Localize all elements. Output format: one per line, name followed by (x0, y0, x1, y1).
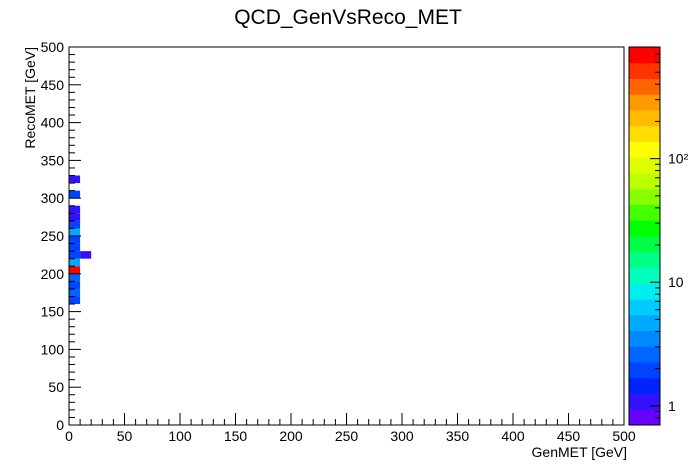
heatmap-cells (69, 175, 92, 305)
y-tick-label: 0 (56, 417, 64, 433)
z-tick-label: 1 (668, 398, 676, 414)
color-scale-band (629, 236, 660, 253)
heatmap-cell-5 (69, 258, 81, 267)
color-scale-band (629, 157, 660, 174)
color-scale-band (629, 141, 660, 158)
y-tick-label: 350 (41, 152, 65, 168)
color-scale-band (629, 173, 660, 190)
x-tick-label: 300 (390, 428, 414, 444)
color-scale-band (629, 62, 660, 79)
y-tick-label: 400 (41, 115, 65, 131)
color-scale-band (629, 330, 660, 347)
heatmap-cell-13 (69, 205, 81, 214)
z-tick-label: 10 (668, 274, 684, 290)
plot-frame (68, 46, 625, 426)
heatmap-cell-4 (69, 266, 81, 274)
heatmap-cell-15 (69, 175, 81, 184)
color-scale-band (629, 283, 660, 300)
chart-title: QCD_GenVsReco_MET (234, 6, 462, 29)
color-scale-band (629, 188, 660, 205)
heatmap-cell-12 (69, 213, 81, 221)
heatmap-cell-1 (69, 288, 81, 297)
color-scale-axis: 1 10 10² (650, 46, 689, 426)
color-scale-band (629, 110, 660, 127)
x-tick-label: 200 (279, 428, 303, 444)
y-tick-label: 50 (48, 379, 64, 395)
x-tick-label: 150 (224, 428, 248, 444)
color-scale-band (629, 251, 660, 268)
heatmap-cell-6 (69, 251, 81, 259)
x-tick-label: 250 (335, 428, 359, 444)
y-tick-label: 250 (41, 228, 65, 244)
color-scale-band (629, 377, 660, 394)
color-scale-bar (628, 46, 661, 426)
x-tick-label: 500 (612, 428, 636, 444)
color-scale-band (629, 125, 660, 142)
heatmap-cell-9 (69, 236, 81, 244)
color-scale-band (629, 47, 660, 64)
heatmap-cell-7 (80, 251, 92, 259)
y-tick-label: 450 (41, 77, 65, 93)
heatmap-cell-8 (69, 243, 81, 252)
color-scale-band (629, 267, 660, 284)
y-tick-label: 500 (41, 39, 65, 55)
color-scale-frame (628, 46, 661, 426)
color-scale-band (629, 346, 660, 363)
y-tick-label: 200 (41, 266, 65, 282)
heatmap-cell-2 (69, 281, 81, 289)
color-scale-band (629, 220, 660, 237)
x-tick-label: 100 (168, 428, 192, 444)
x-tick-label: 350 (446, 428, 470, 444)
x-tick-label: 400 (501, 428, 525, 444)
x-tick-label: 450 (557, 428, 581, 444)
y-tick-label: 100 (41, 341, 65, 357)
z-tick-label: 10² (668, 151, 689, 167)
heatmap-cell-14 (69, 190, 81, 199)
color-scale-band (629, 362, 660, 379)
heatmap-cell-10 (69, 228, 81, 236)
color-scale-band (629, 78, 660, 95)
color-scale-band (629, 393, 660, 410)
x-tick-label: 0 (65, 428, 73, 444)
y-axis: 0 50 100 150 200 250 300 350 400 450 500 (41, 39, 81, 433)
x-axis-title: GenMET [GeV] (532, 444, 627, 460)
color-scale-band (629, 409, 660, 426)
heatmap-cell-3 (69, 273, 81, 282)
color-scale-band (629, 314, 660, 331)
y-tick-label: 300 (41, 190, 65, 206)
color-scale-band (629, 204, 660, 221)
heatmap-cell-11 (69, 220, 81, 229)
y-tick-label: 150 (41, 304, 65, 320)
y-axis-title: RecoMET [GeV] (22, 47, 38, 149)
x-axis: 0 50 100 150 200 250 300 350 400 450 500 (65, 413, 636, 444)
heatmap-cell-0 (69, 296, 81, 305)
color-scale-band (629, 94, 660, 111)
x-tick-label: 50 (117, 428, 133, 444)
color-scale-band (629, 299, 660, 316)
